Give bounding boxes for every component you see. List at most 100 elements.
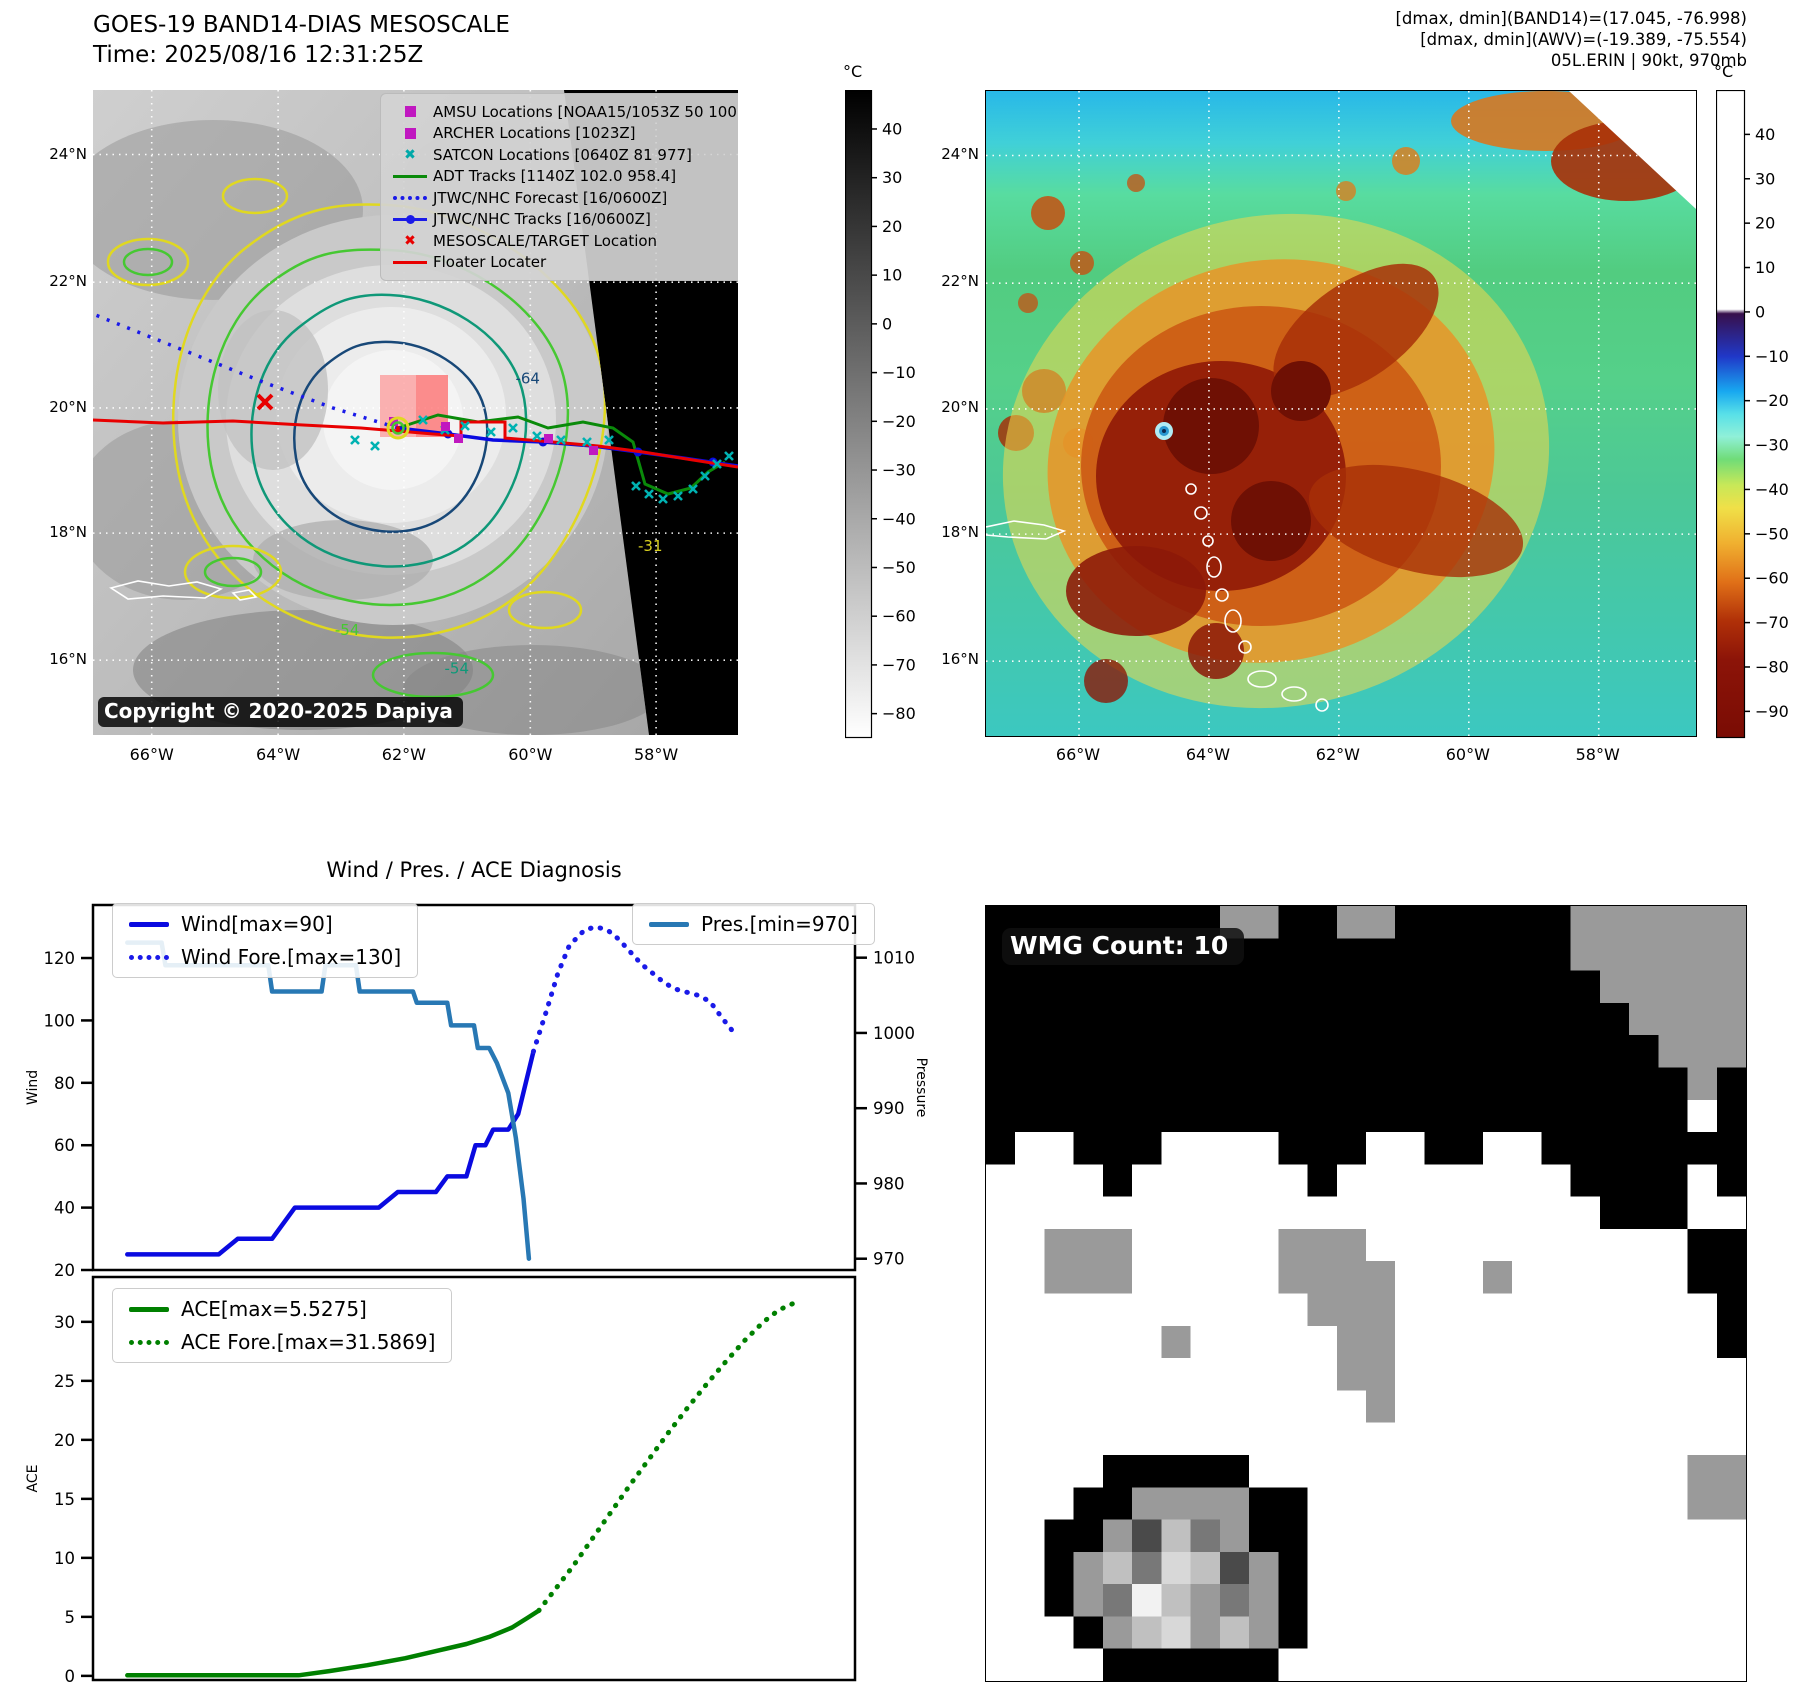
awv-satellite-map[interactable] — [985, 90, 1697, 737]
y-tick-label: 30 — [54, 1313, 75, 1332]
awv-storm-mass — [1002, 213, 1550, 709]
series-pres-min-970- — [125, 940, 532, 1261]
band14-legend-item: AMSU Locations [NOAA15/1053Z 50 1001] — [387, 101, 738, 123]
band14-satellite-map[interactable]: -54 -54 -64 -31 AMSU Locations [NOAA15/1053… — [93, 90, 738, 735]
band14-legend-item: ✖ MESOSCALE/TARGET Location — [387, 230, 738, 252]
temperature-contours — [106, 177, 607, 699]
band14-legend: AMSU Locations [NOAA15/1053Z 50 1001] ARC… — [380, 93, 738, 281]
band14-legend-item: ✖ SATCON Locations [0640Z 81 977] — [387, 144, 738, 166]
jtwc-forecast-track — [93, 312, 399, 430]
band14-time: Time: 2025/08/16 12:31:25Z — [93, 42, 424, 68]
y2-axis-label: Pressure — [913, 1058, 929, 1118]
band14-legend-label: JTWC/NHC Forecast [16/0600Z] — [433, 188, 668, 207]
band14-legend-label: SATCON Locations [0640Z 81 977] — [433, 145, 692, 164]
y-tick-label: 100 — [44, 1011, 76, 1030]
y-tick-label: 80 — [54, 1074, 75, 1093]
colorbar-tick-label: −30 — [882, 461, 916, 480]
colorbar-tick-label: 0 — [1755, 302, 1765, 321]
colorbar-tick-label: −30 — [1755, 436, 1789, 455]
series-wind-max-90- — [125, 1049, 536, 1257]
satcon-markers — [350, 415, 734, 504]
colorbar-tick-label: 20 — [882, 217, 902, 236]
lat-tick-label: 22°N — [941, 272, 979, 291]
line-swatch-icon — [129, 1306, 169, 1312]
pressure-legend: Pres.[min=970] — [632, 903, 875, 945]
y-tick-label: 20 — [54, 1261, 75, 1280]
band14-legend-label: ARCHER Locations [1023Z] — [433, 124, 636, 143]
contour-value-labels: -54 -54 -64 -31 — [335, 369, 663, 677]
colorbar-tick-label: 40 — [882, 119, 902, 138]
y-tick-label: 20 — [54, 1431, 75, 1450]
series-ace-max-5-5275- — [125, 1608, 542, 1678]
storm-center-rings — [386, 416, 410, 440]
wmg-panel[interactable]: WMG Count: 10 — [985, 905, 1747, 1682]
colorbar-tick-label: −40 — [1755, 480, 1789, 499]
band14-legend-label: ADT Tracks [1140Z 102.0 958.4] — [433, 167, 677, 186]
colorbar-tick-label: −80 — [882, 704, 916, 723]
lon-tick-label: 62°W — [381, 745, 426, 764]
lat-tick-label: 22°N — [49, 272, 87, 291]
series-wind-fore-max-130- — [530, 924, 735, 1055]
square-marker-icon — [387, 127, 433, 139]
chart-legend-label: Pres.[min=970] — [701, 912, 858, 936]
colorbar-tick-label: −50 — [1755, 524, 1789, 543]
contour-label: -31 — [638, 537, 663, 555]
chart-legend-item: Wind[max=90] — [129, 912, 401, 936]
mesoscale-target-x — [256, 393, 274, 411]
band14-legend-item: JTWC/NHC Forecast [16/0600Z] — [387, 187, 738, 209]
storm-eye-dot — [1155, 422, 1173, 440]
lat-tick-label: 20°N — [941, 397, 979, 416]
y-tick-label: 60 — [54, 1136, 75, 1155]
y-tick-label: 25 — [54, 1372, 75, 1391]
contour-label: -54 — [445, 660, 470, 678]
diagnosis-title: Wind / Pres. / ACE Diagnosis — [326, 858, 622, 882]
band14-legend-item: Floater Locater — [387, 252, 738, 274]
band14-legend-label: AMSU Locations [NOAA15/1053Z 50 1001] — [433, 102, 738, 121]
lat-tick-label: 18°N — [941, 523, 979, 542]
band14-colorbar: 40 30 20 10 0 −10 −20 −30 −40 −50 −60 −70 −80 — [845, 90, 916, 739]
colorbar-tick-label: −70 — [882, 655, 916, 674]
colorbar-tick-label: 10 — [882, 266, 902, 285]
y-tick-label: 0 — [65, 1667, 76, 1686]
chart-legend-label: Wind[max=90] — [181, 912, 333, 936]
colorbar-tick-label: 20 — [1755, 214, 1775, 233]
y-tick-label: 120 — [44, 949, 76, 968]
chart-legend-label: ACE Fore.[max=31.5869] — [181, 1330, 436, 1354]
series-ace-fore-max-31-5869- — [536, 1300, 797, 1614]
y-axis-label: ACE — [25, 1465, 41, 1493]
lon-tick-label: 60°W — [508, 745, 553, 764]
awv-colorbar-unit: °C — [1714, 62, 1734, 81]
awv-colorbar: 40 30 20 10 0 −10 −20 −30 −40 −50 −60 −70 −80 −90 — [1716, 90, 1789, 739]
ace-legend: ACE[max=5.5275] ACE Fore.[max=31.5869] — [112, 1288, 453, 1363]
chart-legend-item: Pres.[min=970] — [649, 912, 858, 936]
colorbar-gradient — [845, 90, 873, 739]
y2-tick-label: 990 — [873, 1099, 905, 1118]
band14-colorbar-unit: °C — [843, 62, 863, 81]
y2-tick-label: 980 — [873, 1174, 905, 1193]
y-tick-label: 10 — [54, 1549, 75, 1568]
lon-tick-label: 64°W — [1185, 745, 1231, 764]
wmg-count-label: WMG Count: 10 — [1002, 928, 1245, 965]
colorbar-gradient — [1716, 90, 1746, 739]
band14-legend-item: JTWC/NHC Tracks [16/0600Z] — [387, 209, 738, 231]
wmg-mask-image — [986, 906, 1747, 1682]
colorbar-tick-label: 10 — [1755, 258, 1775, 277]
band14-title: GOES-19 BAND14-DIAS MESOSCALE — [93, 12, 510, 38]
line-dot-marker-icon — [387, 214, 433, 224]
lat-tick-label: 18°N — [49, 523, 87, 542]
awv-header-line-2: [dmax, dmin](AWV)=(-19.389, -75.554) — [1420, 30, 1747, 49]
y2-tick-label: 1000 — [873, 1024, 915, 1043]
colorbar-tick-label: −80 — [1755, 657, 1789, 676]
line-swatch-icon — [129, 921, 169, 927]
lon-tick-label: 60°W — [1445, 745, 1490, 764]
lat-tick-label: 16°N — [49, 650, 87, 669]
dotted-line-swatch-icon — [129, 954, 169, 960]
band14-legend-label: Floater Locater — [433, 253, 547, 272]
colorbar-tick-label: −20 — [1755, 391, 1789, 410]
colorbar-tick-label: −60 — [882, 607, 916, 626]
lat-tick-label: 24°N — [49, 144, 87, 163]
y2-tick-label: 1010 — [873, 949, 915, 968]
y-tick-label: 40 — [54, 1199, 75, 1218]
lon-tick-label: 62°W — [1315, 745, 1360, 764]
contour-label: -64 — [515, 369, 540, 387]
